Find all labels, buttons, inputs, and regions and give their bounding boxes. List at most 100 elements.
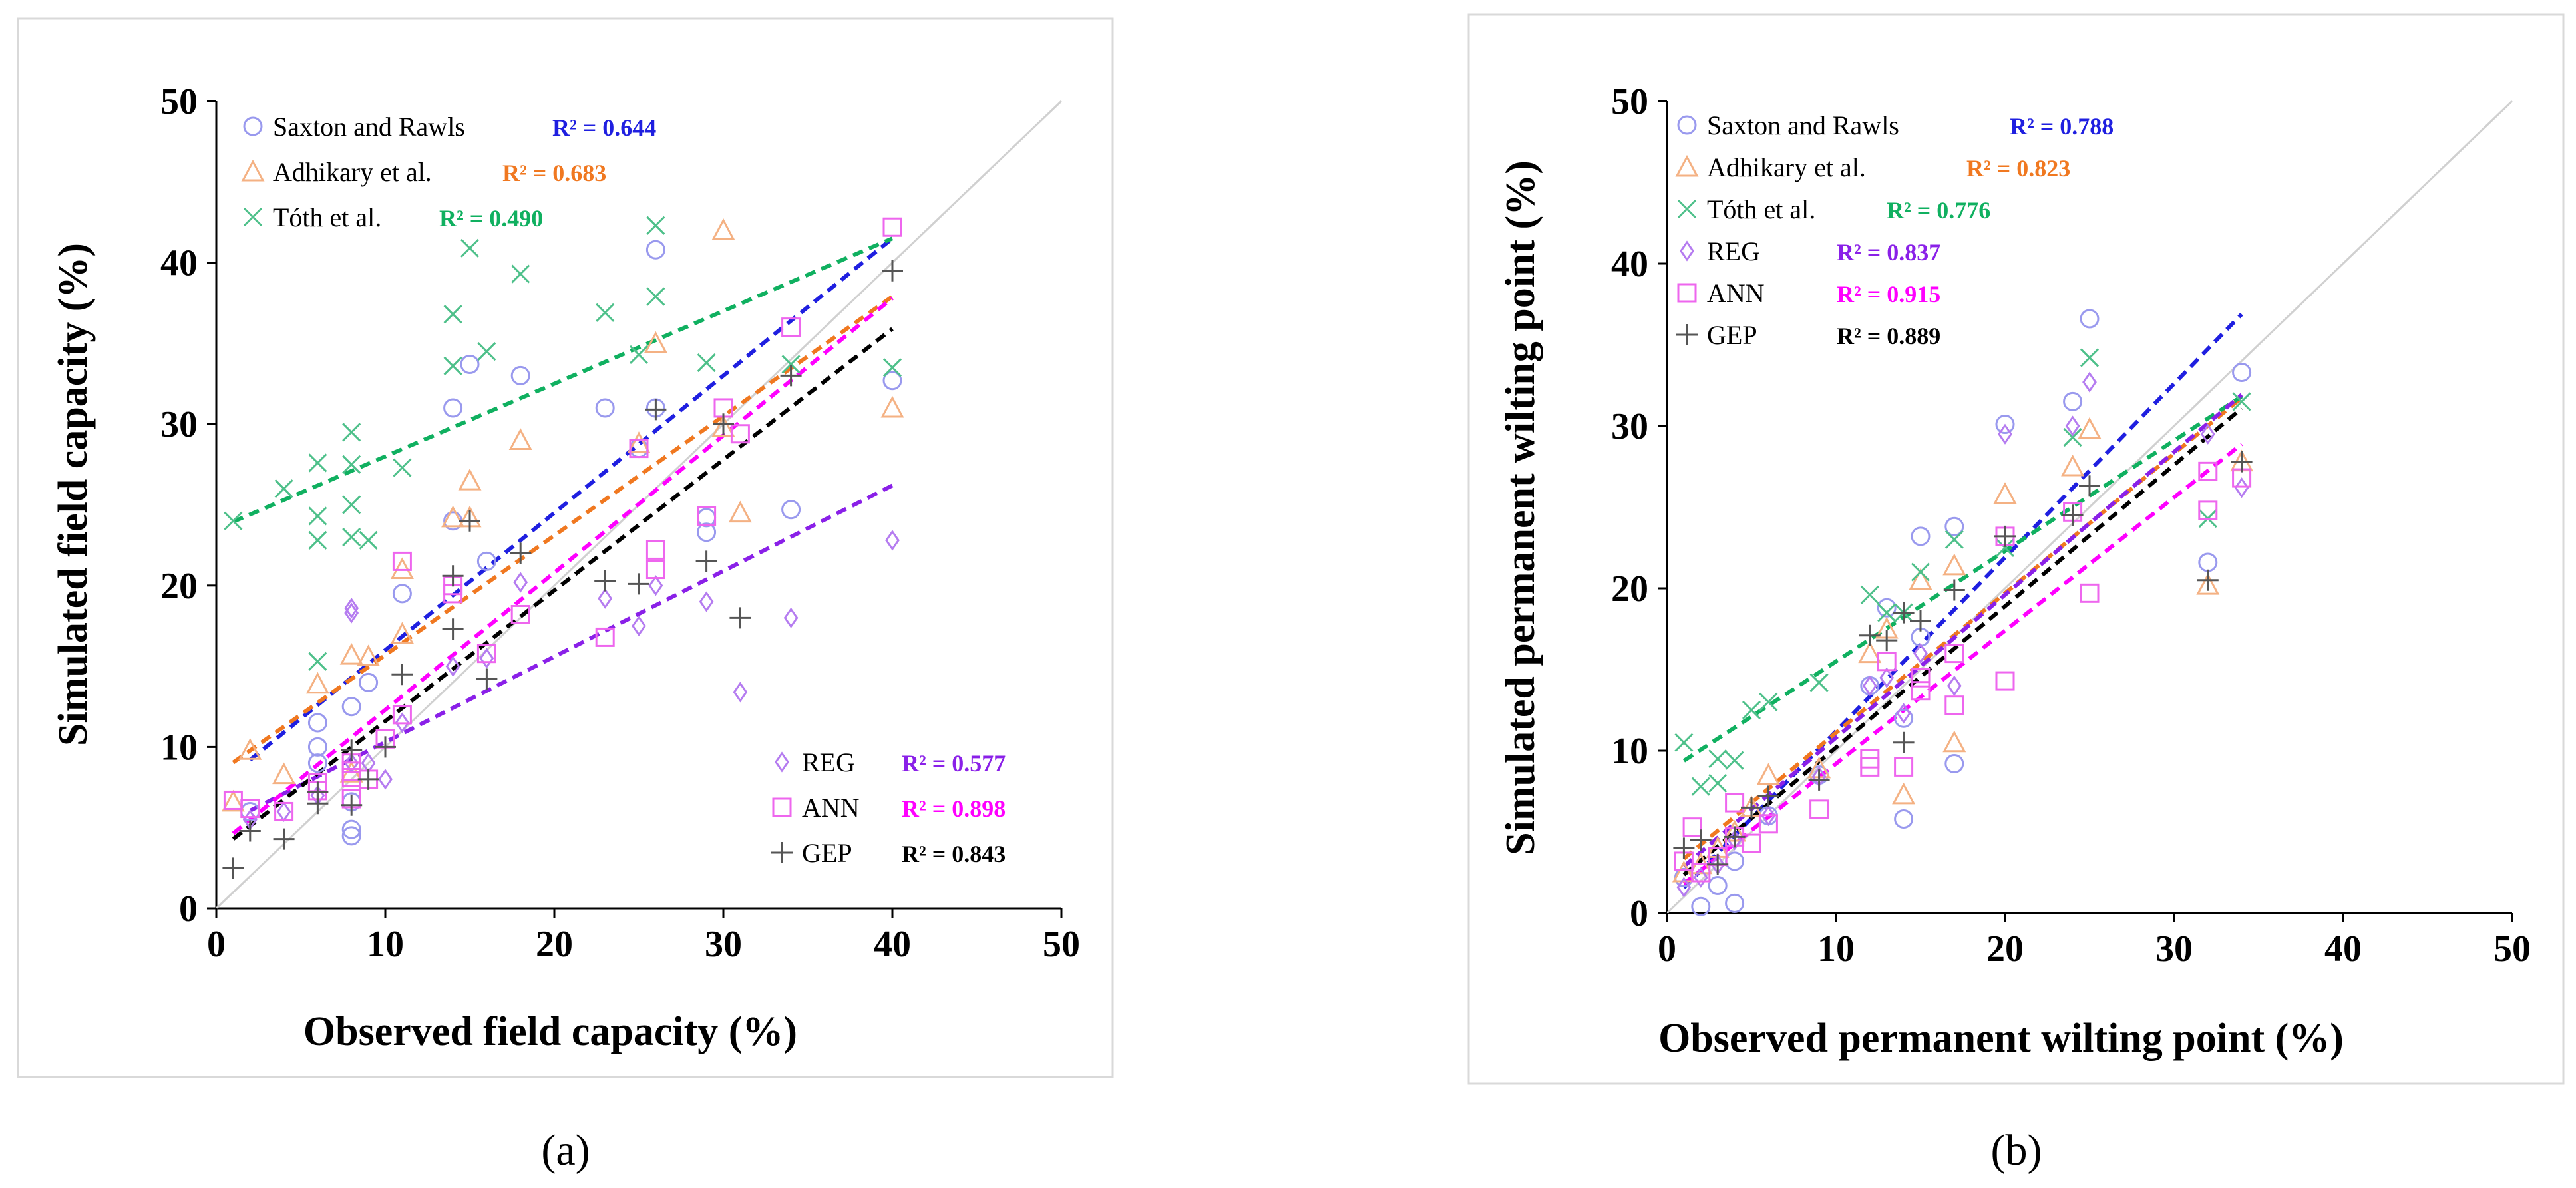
point-saxton-and-rawls	[1995, 415, 2015, 435]
point-gep	[1757, 785, 1779, 807]
point-gep	[645, 399, 667, 421]
point-t-th-et-al-	[443, 305, 462, 324]
point-ann	[2198, 500, 2218, 520]
point-adhikary-et-al-	[1993, 482, 2017, 504]
legend-label-adhikary-et-al-: Adhikary et al.	[1707, 152, 1866, 182]
point-saxton-and-rawls	[2063, 391, 2083, 411]
point-t-th-et-al-	[308, 530, 327, 550]
point-t-th-et-al-	[697, 353, 716, 373]
x-tick-label: 20	[1986, 928, 2024, 970]
point-adhikary-et-al-	[305, 672, 329, 694]
point-reg	[2065, 415, 2080, 437]
point-reg	[2200, 423, 2215, 445]
point-saxton-and-rawls	[1691, 896, 1711, 916]
point-ann	[1944, 644, 1964, 664]
point-t-th-et-al-	[1674, 733, 1694, 752]
legend-label-saxton-and-rawls: Saxton and Rawls	[273, 112, 465, 142]
point-saxton-and-rawls	[882, 371, 902, 391]
point-reg	[1998, 423, 2012, 445]
y-tick-label: 30	[1611, 406, 1648, 447]
point-ann	[1911, 681, 1931, 701]
point-gep	[357, 768, 379, 790]
point-adhikary-et-al-	[880, 395, 904, 418]
legend-label-t-th-et-al-: Tóth et al.	[273, 202, 381, 232]
point-reg	[1676, 877, 1692, 898]
point-gep	[1893, 731, 1915, 753]
point-t-th-et-al-	[1759, 692, 1778, 711]
y-tick-label: 30	[160, 404, 198, 445]
point-ann	[392, 551, 412, 571]
point-gep	[391, 664, 413, 686]
point-t-th-et-al-	[1809, 673, 1829, 692]
point-t-th-et-al-	[511, 264, 530, 284]
y-tick-label: 10	[160, 727, 198, 768]
point-ann	[1894, 757, 1914, 777]
point-gep	[341, 794, 363, 816]
point-gep	[1859, 624, 1881, 646]
point-saxton-and-rawls	[392, 584, 412, 604]
point-t-th-et-al-	[596, 303, 615, 322]
point-ann	[240, 799, 260, 819]
legend-marker-ann	[772, 797, 792, 817]
point-t-th-et-al-	[308, 506, 327, 526]
panel-a-frame	[17, 17, 1114, 1078]
point-adhikary-et-al-	[390, 557, 414, 580]
point-ann	[1911, 668, 1931, 688]
point-gep	[780, 365, 802, 387]
point-t-th-et-al-	[1911, 562, 1931, 582]
point-t-th-et-al-	[1742, 700, 1761, 720]
point-t-th-et-al-	[1691, 777, 1710, 796]
legend-r2-saxton-and-rawls: R² = 0.788	[2010, 113, 2114, 140]
point-ann	[730, 424, 750, 444]
point-reg	[632, 615, 646, 637]
point-t-th-et-al-	[1708, 749, 1728, 769]
point-gep	[2079, 475, 2100, 497]
point-saxton-and-rawls	[1894, 708, 1914, 728]
point-reg	[885, 530, 900, 551]
point-adhikary-et-al-	[1672, 860, 1696, 883]
point-gep	[1893, 602, 1915, 624]
point-gep	[1876, 630, 1898, 652]
point-adhikary-et-al-	[728, 500, 752, 523]
point-saxton-and-rawls	[476, 551, 496, 571]
point-gep	[713, 413, 734, 435]
legend-r2-reg: R² = 0.577	[902, 750, 1006, 777]
y-tick-label: 20	[160, 566, 198, 607]
point-gep	[1741, 797, 1762, 819]
fit-line-reg	[1682, 393, 2243, 869]
point-saxton-and-rawls	[781, 500, 801, 520]
x-tick-label: 30	[705, 924, 742, 965]
point-ann	[645, 540, 665, 560]
panel-a-label: (a)	[541, 1126, 590, 1175]
point-t-th-et-al-	[2080, 348, 2100, 367]
point-gep	[1808, 769, 1830, 791]
point-reg	[445, 656, 460, 677]
point-t-th-et-al-	[646, 216, 665, 235]
point-t-th-et-al-	[1944, 530, 1964, 549]
point-gep	[729, 607, 751, 629]
panel-b-x-axis-title: Observed permanent wilting point (%)	[1658, 1016, 2344, 1061]
point-adhikary-et-al-	[357, 644, 381, 667]
point-gep	[239, 820, 261, 842]
point-gep	[1724, 826, 1746, 848]
point-gep	[628, 573, 649, 595]
point-gep	[273, 828, 295, 850]
point-gep	[459, 510, 480, 532]
legend-marker-gep	[1676, 324, 1698, 345]
point-t-th-et-al-	[443, 356, 462, 375]
legend-r2-saxton-and-rawls: R² = 0.644	[552, 114, 656, 141]
point-t-th-et-al-	[646, 287, 665, 306]
legend-marker-reg	[775, 751, 789, 773]
point-saxton-and-rawls	[2080, 309, 2100, 329]
panel-b-chart: 0 10 20 30 40 50 0 10 20 30 40 50 Saxton and Rawls R²…	[1611, 81, 2531, 970]
legend-label-reg: REG	[802, 747, 855, 777]
point-adhikary-et-al-	[1892, 782, 1916, 805]
point-t-th-et-al-	[274, 479, 293, 498]
point-adhikary-et-al-	[1942, 553, 1966, 576]
point-saxton-and-rawls	[1708, 876, 1728, 896]
point-reg	[1862, 675, 1877, 697]
point-t-th-et-al-	[1877, 603, 1897, 622]
panel-b-y-axis-title: Simulated permanent wilting point (%)	[1498, 160, 1543, 855]
point-ann	[645, 560, 665, 580]
point-reg	[783, 607, 799, 628]
